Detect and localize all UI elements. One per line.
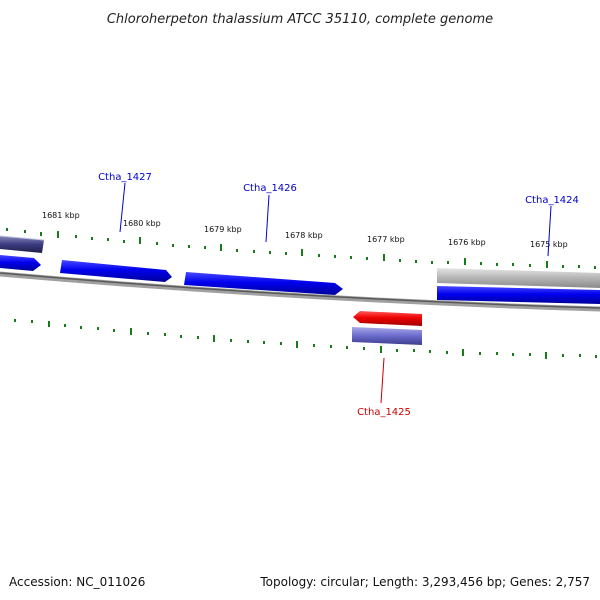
gene-ctha-1425-feature[interactable] — [352, 327, 422, 345]
gene-label-ctha-1424[interactable]: Ctha_1424 — [525, 195, 579, 206]
scale-label-1680: 1680 kbp — [123, 219, 161, 228]
gene-ctha-1426[interactable] — [184, 272, 343, 295]
accession-text: Accession: NC_011026 — [9, 575, 145, 589]
leader-ctha-1424 — [547, 205, 552, 257]
map-title: Chloroherpeton thalassium ATCC 35110, co… — [107, 12, 493, 27]
gene-grey-feature[interactable] — [437, 268, 600, 288]
scale-label-1678: 1678 kbp — [285, 231, 323, 240]
scale-label-1677: 1677 kbp — [367, 235, 405, 244]
gene-label-ctha-1426[interactable]: Ctha_1426 — [243, 183, 297, 194]
gene-forward-partial[interactable] — [0, 255, 41, 271]
leader-ctha-1427 — [119, 182, 126, 233]
gene-ctha-1424[interactable] — [437, 286, 600, 304]
gene-label-ctha-1427[interactable]: Ctha_1427 — [98, 172, 152, 183]
genome-backbone — [0, 271, 600, 312]
genome-summary-text: Topology: circular; Length: 3,293,456 bp… — [259, 575, 590, 589]
scale-label-1681: 1681 kbp — [42, 211, 80, 220]
leader-ctha-1425 — [380, 357, 385, 404]
leader-ctha-1426 — [265, 194, 270, 243]
gene-label-ctha-1425[interactable]: Ctha_1425 — [357, 407, 411, 418]
gene-outer-partial[interactable] — [0, 236, 44, 253]
inner-scale-ticks — [14, 319, 597, 359]
gene-ctha-1425[interactable] — [353, 311, 422, 326]
scale-label-1679: 1679 kbp — [204, 225, 242, 234]
scale-label-1676: 1676 kbp — [448, 238, 486, 247]
genome-backbone-core — [0, 272, 600, 309]
gene-ctha-1427[interactable] — [60, 260, 172, 282]
outer-scale-ticks — [6, 228, 596, 269]
